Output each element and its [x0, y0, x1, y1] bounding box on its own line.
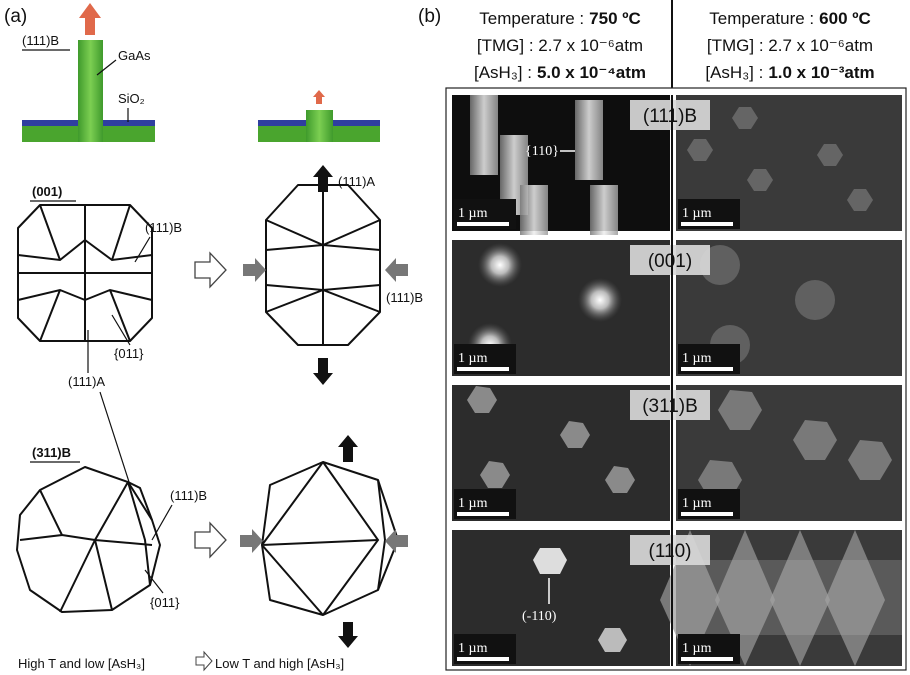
legend-label: High T and low [AsH₃] — [18, 656, 145, 671]
condition-label: Temperature : — [479, 9, 584, 28]
prism — [520, 185, 548, 235]
label: (311)B — [32, 445, 71, 460]
black-arrow — [338, 622, 358, 648]
substrate-label: (001) — [648, 251, 692, 272]
figure: (a) (111)B GaAs SiO₂ (001) (111)B {011} … — [0, 0, 910, 675]
scale-bar — [681, 367, 733, 371]
scale-bar-label: 1 µm — [458, 206, 488, 221]
condition-label: [AsH₃] : — [705, 63, 763, 82]
scale-bar — [457, 512, 509, 516]
label: {011} — [150, 595, 180, 610]
panel-label: (a) — [4, 6, 27, 27]
scale-bar — [681, 657, 733, 661]
label: (111)B — [170, 488, 207, 503]
condition-value: 5.0 x 10⁻⁴atm — [537, 63, 646, 82]
scale-bar-label: 1 µm — [458, 351, 488, 366]
condition-line: [TMG] : 2.7 x 10⁻⁶atm — [707, 36, 873, 55]
scale-bar-label: 1 µm — [682, 351, 712, 366]
texture — [676, 560, 902, 635]
label: (111)B — [22, 33, 59, 48]
legend-arrow — [196, 652, 212, 670]
sem-row: 1 µm 1 µm (111)B — [452, 95, 902, 235]
prism — [470, 95, 498, 175]
condition-line: Temperature : 750 ºC — [479, 9, 640, 28]
pillar — [306, 110, 333, 142]
growth-arrow — [313, 90, 325, 104]
gray-arrow — [243, 258, 266, 282]
gray-arrow — [240, 529, 263, 553]
prism — [575, 100, 603, 180]
prism — [590, 185, 618, 235]
condition-label: Temperature : — [709, 9, 814, 28]
growth-arrow — [79, 3, 101, 35]
facet-label: (-110) — [522, 609, 557, 624]
label: (111)A — [68, 374, 105, 389]
scale-bar — [457, 657, 509, 661]
condition-line: [AsH₃] : 5.0 x 10⁻⁴atm — [474, 63, 646, 82]
transition-arrow — [195, 253, 226, 287]
transition-arrow — [195, 523, 226, 557]
substrate-label: (110) — [649, 541, 692, 562]
black-arrow — [338, 435, 358, 462]
condition-label: [AsH₃] : — [474, 63, 532, 82]
scale-bar — [457, 367, 509, 371]
sem-row: 1 µm 1 µm (001) — [452, 240, 902, 376]
facet-label: {110} — [525, 144, 559, 159]
label: (001) — [32, 184, 62, 199]
legend-label: Low T and high [AsH₃] — [215, 656, 344, 671]
substrate-label: (311)B — [642, 396, 698, 417]
condition-value: 750 ºC — [589, 9, 641, 28]
label: {011} — [114, 346, 144, 361]
glow — [478, 243, 522, 287]
scale-bar-label: 1 µm — [682, 641, 712, 656]
label: (111)B — [145, 220, 182, 235]
hexagon — [533, 548, 567, 574]
panel-b: (b) Temperature : 750 ºC [TMG] : 2.7 x 10⁻… — [418, 0, 906, 670]
scale-bar-label: 1 µm — [682, 496, 712, 511]
label: SiO₂ — [118, 91, 145, 106]
leader — [100, 392, 130, 485]
condition-value: 1.0 x 10⁻³atm — [768, 63, 874, 82]
black-arrow — [313, 358, 333, 385]
condition-line: [AsH₃] : 1.0 x 10⁻³atm — [705, 63, 874, 82]
glow — [795, 280, 835, 320]
label: (111)B — [386, 290, 423, 305]
scale-bar — [457, 222, 509, 226]
panel-a: (a) (111)B GaAs SiO₂ (001) (111)B {011} … — [4, 3, 423, 671]
substrate-label: (111)B — [643, 106, 697, 127]
pillar — [78, 40, 103, 142]
scale-bar-label: 1 µm — [458, 641, 488, 656]
gray-arrow — [385, 258, 408, 282]
condition-value: 600 ºC — [819, 9, 871, 28]
scale-bar-label: 1 µm — [682, 206, 712, 221]
condition-line: [TMG] : 2.7 x 10⁻⁶atm — [477, 36, 643, 55]
panel-label: (b) — [418, 6, 441, 27]
condition-line: Temperature : 600 ºC — [709, 9, 870, 28]
glow — [578, 278, 622, 322]
sem-row: 1 µm 1 µm (110) — [452, 530, 902, 666]
scale-bar — [681, 222, 733, 226]
scale-bar — [681, 512, 733, 516]
label: GaAs — [118, 48, 151, 63]
leader — [152, 505, 172, 540]
scale-bar-label: 1 µm — [458, 496, 488, 511]
sem-row: 1 µm 1 µm (311)B — [452, 385, 902, 521]
label: (111)A — [338, 174, 375, 189]
